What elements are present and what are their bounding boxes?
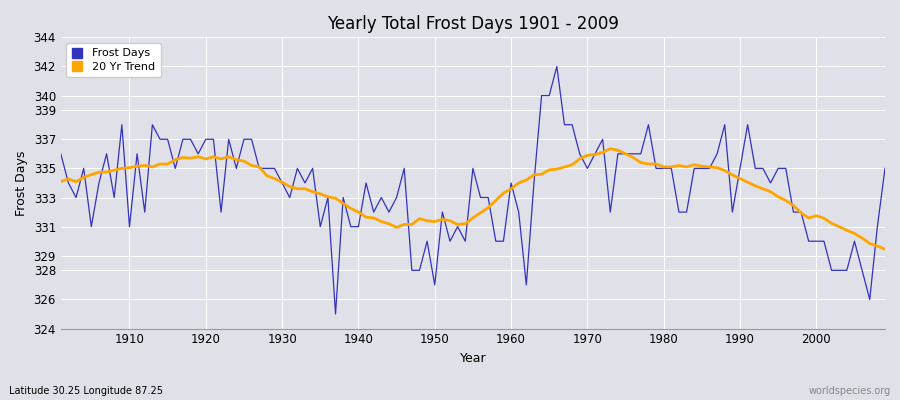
Y-axis label: Frost Days: Frost Days: [15, 150, 28, 216]
Text: worldspecies.org: worldspecies.org: [809, 386, 891, 396]
Text: Latitude 30.25 Longitude 87.25: Latitude 30.25 Longitude 87.25: [9, 386, 163, 396]
Legend: Frost Days, 20 Yr Trend: Frost Days, 20 Yr Trend: [67, 43, 160, 77]
Title: Yearly Total Frost Days 1901 - 2009: Yearly Total Frost Days 1901 - 2009: [327, 15, 619, 33]
X-axis label: Year: Year: [460, 352, 486, 365]
